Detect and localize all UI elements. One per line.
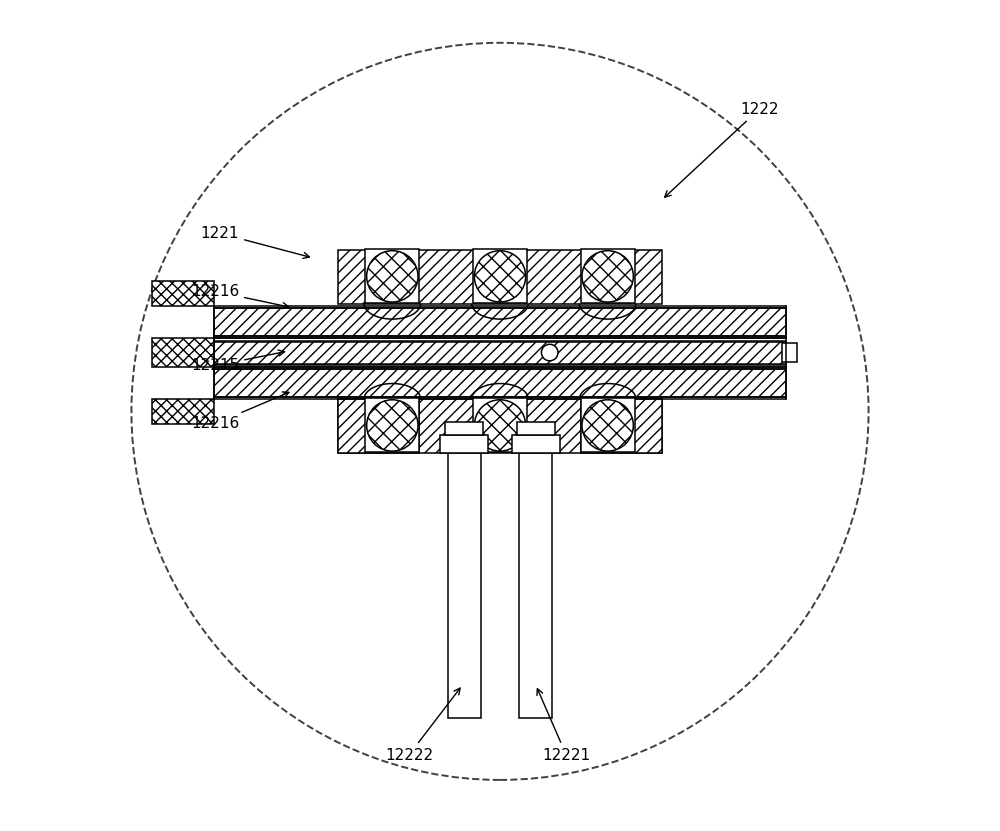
Bar bbox=[782, 343, 797, 361]
Bar bbox=[473, 249, 527, 303]
Circle shape bbox=[582, 400, 633, 451]
Circle shape bbox=[474, 400, 526, 451]
Bar bbox=[445, 422, 483, 435]
Bar bbox=[440, 435, 488, 453]
Bar bbox=[152, 337, 214, 367]
Circle shape bbox=[474, 251, 526, 302]
Circle shape bbox=[367, 251, 418, 302]
Bar bbox=[214, 369, 786, 397]
Bar bbox=[214, 342, 786, 365]
Bar bbox=[581, 399, 662, 453]
Bar bbox=[338, 399, 662, 453]
Bar bbox=[512, 435, 560, 453]
Text: 12215: 12215 bbox=[191, 350, 285, 373]
Bar bbox=[338, 399, 419, 453]
Circle shape bbox=[131, 43, 869, 780]
Bar bbox=[365, 249, 419, 303]
Bar bbox=[152, 399, 214, 424]
Bar bbox=[448, 453, 481, 718]
Text: 1221: 1221 bbox=[201, 226, 309, 258]
Text: 12216: 12216 bbox=[191, 392, 289, 431]
Bar bbox=[517, 422, 555, 435]
Bar bbox=[365, 399, 419, 452]
Bar bbox=[338, 250, 662, 303]
Bar bbox=[581, 249, 635, 303]
Circle shape bbox=[582, 251, 633, 302]
Bar bbox=[152, 282, 214, 306]
Circle shape bbox=[367, 400, 418, 451]
Bar bbox=[519, 453, 552, 718]
Bar bbox=[581, 399, 635, 452]
Bar bbox=[473, 399, 527, 452]
Text: 12222: 12222 bbox=[385, 688, 460, 763]
Circle shape bbox=[541, 344, 558, 361]
Bar bbox=[214, 307, 786, 336]
Text: 1222: 1222 bbox=[665, 101, 779, 197]
Text: 12221: 12221 bbox=[537, 689, 590, 763]
Text: 12216: 12216 bbox=[191, 283, 289, 308]
